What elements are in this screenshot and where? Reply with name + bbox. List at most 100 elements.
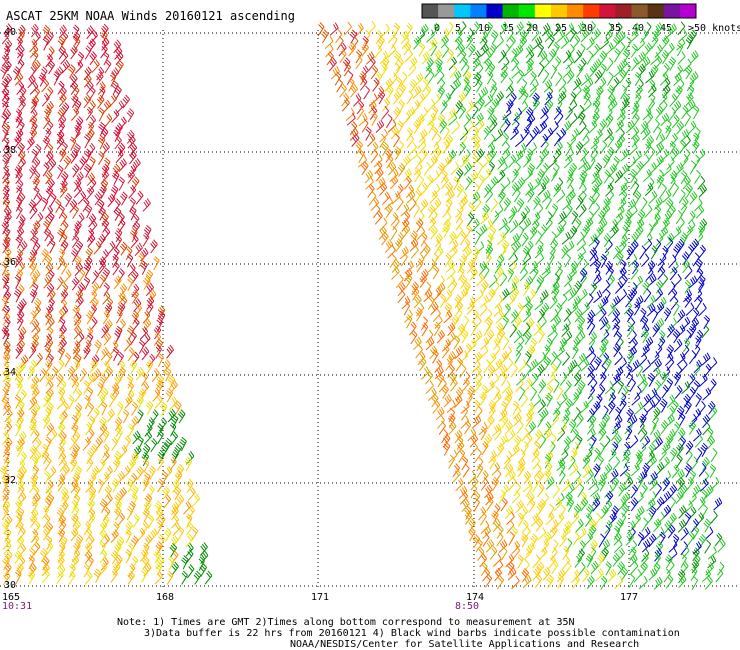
wind-barb	[15, 569, 22, 584]
wind-barb	[16, 309, 25, 324]
wind-barb	[506, 470, 516, 484]
wind-barb	[69, 436, 77, 451]
wind-barb	[701, 489, 708, 504]
wind-barb	[630, 560, 639, 575]
wind-barb	[33, 437, 42, 452]
wind-barb	[142, 507, 150, 523]
wind-barb	[537, 62, 545, 77]
wind-barb	[71, 233, 80, 248]
wind-barb	[84, 395, 91, 410]
wind-barb	[544, 531, 552, 546]
wind-barb	[612, 245, 621, 260]
wind-barb	[698, 533, 707, 548]
wind-barb	[42, 556, 50, 571]
wind-barb	[166, 570, 174, 585]
wind-barb	[677, 477, 685, 492]
wind-barb	[622, 93, 631, 108]
wind-barb	[588, 524, 597, 539]
wind-barb	[650, 245, 658, 260]
wind-barb	[546, 574, 555, 589]
wind-barb	[16, 44, 25, 59]
wind-barb	[390, 125, 399, 140]
legend-swatch	[615, 4, 633, 18]
wind-barb	[509, 323, 517, 338]
wind-barb	[502, 224, 511, 238]
wind-barb	[403, 168, 412, 182]
wind-barb	[715, 568, 724, 583]
wind-barb	[710, 448, 718, 463]
wind-barb	[33, 520, 41, 535]
wind-barb	[570, 447, 578, 462]
wind-barb	[604, 29, 613, 44]
wind-barb	[45, 521, 54, 536]
wind-barb	[479, 303, 488, 317]
wind-barb	[459, 363, 467, 378]
wind-barb	[619, 69, 627, 84]
wind-barb	[142, 443, 151, 458]
wind-barb	[395, 57, 405, 72]
wind-barb	[680, 128, 690, 143]
wind-barb	[571, 344, 579, 360]
wind-barb	[399, 246, 409, 260]
wind-barb	[83, 380, 90, 395]
wind-barb	[558, 211, 567, 225]
wind-barb	[704, 526, 714, 540]
wind-barb	[433, 197, 442, 212]
wind-barb	[668, 107, 677, 122]
wind-barb	[498, 364, 508, 378]
wind-barb	[358, 148, 365, 164]
wind-barb	[379, 133, 387, 148]
wind-barb	[526, 20, 533, 36]
wind-barb	[2, 239, 10, 254]
wind-barb	[662, 163, 672, 177]
wind-barb	[577, 380, 586, 395]
wind-barb	[618, 112, 626, 127]
wind-barb	[680, 527, 689, 541]
wind-barb	[155, 344, 162, 359]
wind-barb	[100, 387, 109, 402]
wind-barb	[639, 29, 649, 44]
wind-barb	[439, 119, 447, 134]
wind-barb	[138, 253, 145, 268]
wind-barb	[618, 482, 626, 497]
wind-barb	[692, 547, 700, 562]
wind-barb	[589, 63, 598, 78]
wind-barb	[685, 440, 694, 455]
wind-barb	[669, 484, 678, 498]
wind-barb	[115, 122, 123, 137]
wind-barb	[530, 533, 538, 548]
wind-barb	[677, 51, 686, 65]
wind-barb	[110, 568, 118, 583]
wind-barb	[122, 94, 130, 109]
wind-barb	[488, 399, 496, 414]
wind-barb	[4, 380, 11, 396]
wind-barb	[154, 394, 163, 409]
wind-barb	[661, 441, 671, 455]
wind-barb	[709, 378, 717, 393]
wind-barb	[606, 71, 614, 86]
wind-barb	[665, 574, 674, 589]
wind-barb	[404, 175, 412, 190]
wind-barb	[461, 498, 470, 513]
wind-barb	[74, 122, 82, 137]
wind-barb	[487, 133, 496, 148]
wind-barb	[423, 288, 433, 303]
wind-barb	[146, 295, 155, 310]
wind-barb	[490, 373, 500, 387]
wind-barb	[620, 566, 629, 581]
wind-barb	[547, 34, 555, 49]
wind-barb	[367, 21, 376, 35]
wind-barb	[473, 330, 483, 344]
wind-barb	[82, 436, 91, 451]
wind-barb	[557, 421, 567, 435]
wind-barb	[522, 574, 532, 588]
wind-barb	[538, 434, 547, 449]
wind-barb	[432, 265, 440, 280]
wind-barb	[684, 65, 693, 80]
wind-barb	[600, 504, 609, 519]
wind-barb	[99, 374, 107, 389]
wind-barb	[694, 169, 702, 184]
wind-barb	[447, 108, 457, 122]
wind-barb	[575, 413, 584, 428]
wind-barb	[113, 275, 122, 290]
